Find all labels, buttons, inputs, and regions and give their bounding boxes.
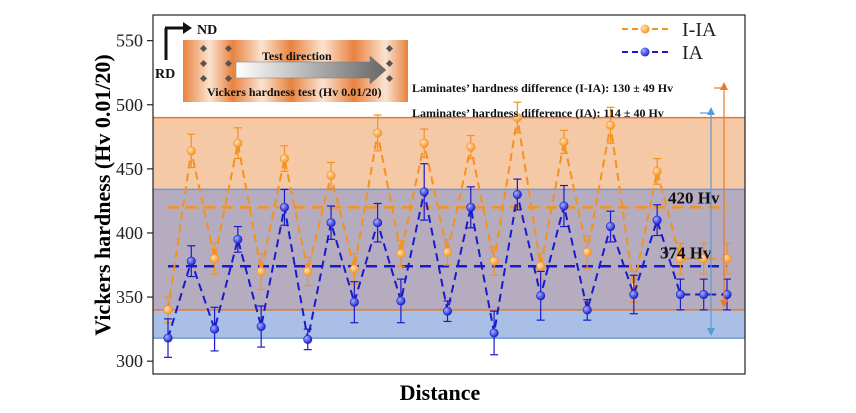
data-point-ia-21 [652,215,662,225]
range-arrow-ia [700,107,715,336]
data-point-iia-22 [675,254,685,264]
data-point-iia-14 [489,256,499,266]
data-point-ia-12 [442,306,452,316]
legend-item-iia: I-IA [622,19,717,41]
data-point-iia-11 [419,138,429,148]
test-direction-label: Test direction [262,49,332,63]
y-tick-label-4: 500 [116,95,143,115]
series-layer [163,101,732,358]
series-iia [163,101,732,324]
data-point-ia-6 [303,334,313,344]
data-point-iia-13 [466,142,476,152]
plot-frame [152,14,746,375]
y-tick-label-1: 350 [116,287,143,307]
data-point-iia-3 [233,138,243,148]
data-point-ia-13 [466,202,476,212]
rd-label: RD [155,67,175,82]
test-direction-arrow [235,55,387,85]
annotation-ia-difference: Laminates’ hardness difference (IA): 114… [412,106,664,120]
y-tick-label-3: 450 [116,159,143,179]
data-point-iia-2 [210,254,220,264]
data-point-ia-5 [279,202,289,212]
data-point-ia-16 [536,291,546,301]
y-ticks: 300 350 400 450 500 550 [116,31,153,371]
sample-inset: Test direction Vickers hardness test (Hv… [155,22,408,102]
legend-label-iia: I-IA [682,19,717,41]
data-point-iia-7 [326,170,336,180]
legend-label-ia: IA [682,42,704,64]
data-point-ia-11 [419,187,429,197]
data-point-iia-8 [349,264,359,274]
reference-label-iia: 420 Hv [668,188,720,207]
data-point-iia-15 [512,113,522,123]
data-point-ia-0 [163,333,173,343]
series-ia [163,163,732,358]
data-point-iia-18 [582,247,592,257]
test-name-label: Vickers hardness test (Hv 0.01/20) [207,85,382,99]
data-point-iia-1 [186,146,196,156]
reference-label-ia: 374 Hv [660,243,712,262]
nd-label: ND [197,23,217,38]
data-point-iia-5 [279,154,289,164]
y-tick-label-2: 400 [116,223,143,243]
data-point-ia-19 [606,222,616,232]
data-point-ia-15 [512,190,522,200]
data-point-ia-20 [629,290,639,300]
data-point-iia-19 [606,120,616,130]
data-point-ia-9 [373,218,383,228]
data-point-iia-6 [303,266,313,276]
x-axis-title: Distance [400,380,481,405]
data-point-iia-12 [442,247,452,257]
y-tick-label-5: 550 [116,31,143,51]
data-point-ia-8 [349,297,359,307]
data-point-ia-10 [396,296,406,306]
indent-marks [199,44,394,83]
data-point-ia-4 [256,322,266,332]
data-point-ia-7 [326,218,336,228]
data-point-iia-16 [536,261,546,271]
data-point-ia-1 [186,256,196,266]
data-point-ia-17 [559,201,569,211]
data-point-iia-0 [163,305,173,315]
data-point-ia-24 [722,290,732,300]
y-tick-label-0: 300 [116,351,143,371]
annotation-iia-difference: Laminates’ hardness difference (I-IA): 1… [412,81,673,95]
data-point-iia-17 [559,137,569,147]
nd-rd-axes: ND RD [155,22,217,82]
legend: I-IA IA [622,19,717,64]
range-arrow-iia [714,82,728,308]
data-point-iia-9 [373,128,383,138]
data-point-iia-4 [256,266,266,276]
data-point-iia-24 [722,254,732,264]
data-point-iia-23 [699,254,709,264]
data-point-ia-3 [233,234,243,244]
data-point-ia-14 [489,328,499,338]
data-point-ia-23 [699,290,709,300]
data-point-ia-2 [210,324,220,334]
legend-item-ia: IA [622,42,704,64]
data-point-ia-22 [675,290,685,300]
data-point-iia-10 [396,248,406,258]
y-axis-title: Vickers hardness (Hv 0.01/20) [90,54,115,336]
data-point-iia-21 [652,166,662,176]
data-point-ia-18 [582,305,592,315]
